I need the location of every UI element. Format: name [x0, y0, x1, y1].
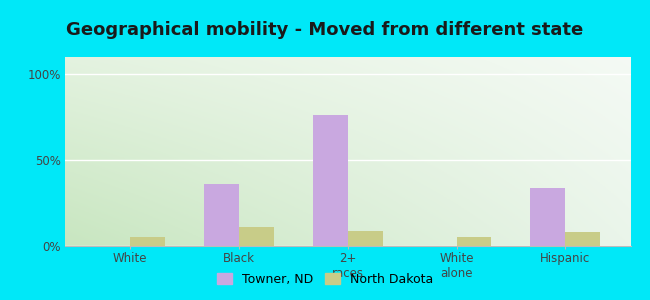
Text: Geographical mobility - Moved from different state: Geographical mobility - Moved from diffe…	[66, 21, 584, 39]
Bar	[313, 116, 348, 246]
Bar	[239, 227, 274, 246]
Bar	[566, 232, 600, 246]
Bar	[456, 237, 491, 246]
Bar	[130, 237, 165, 246]
Legend: Towner, ND, North Dakota: Towner, ND, North Dakota	[211, 268, 439, 291]
Bar	[530, 188, 566, 246]
Bar	[348, 230, 383, 246]
Bar	[204, 184, 239, 246]
